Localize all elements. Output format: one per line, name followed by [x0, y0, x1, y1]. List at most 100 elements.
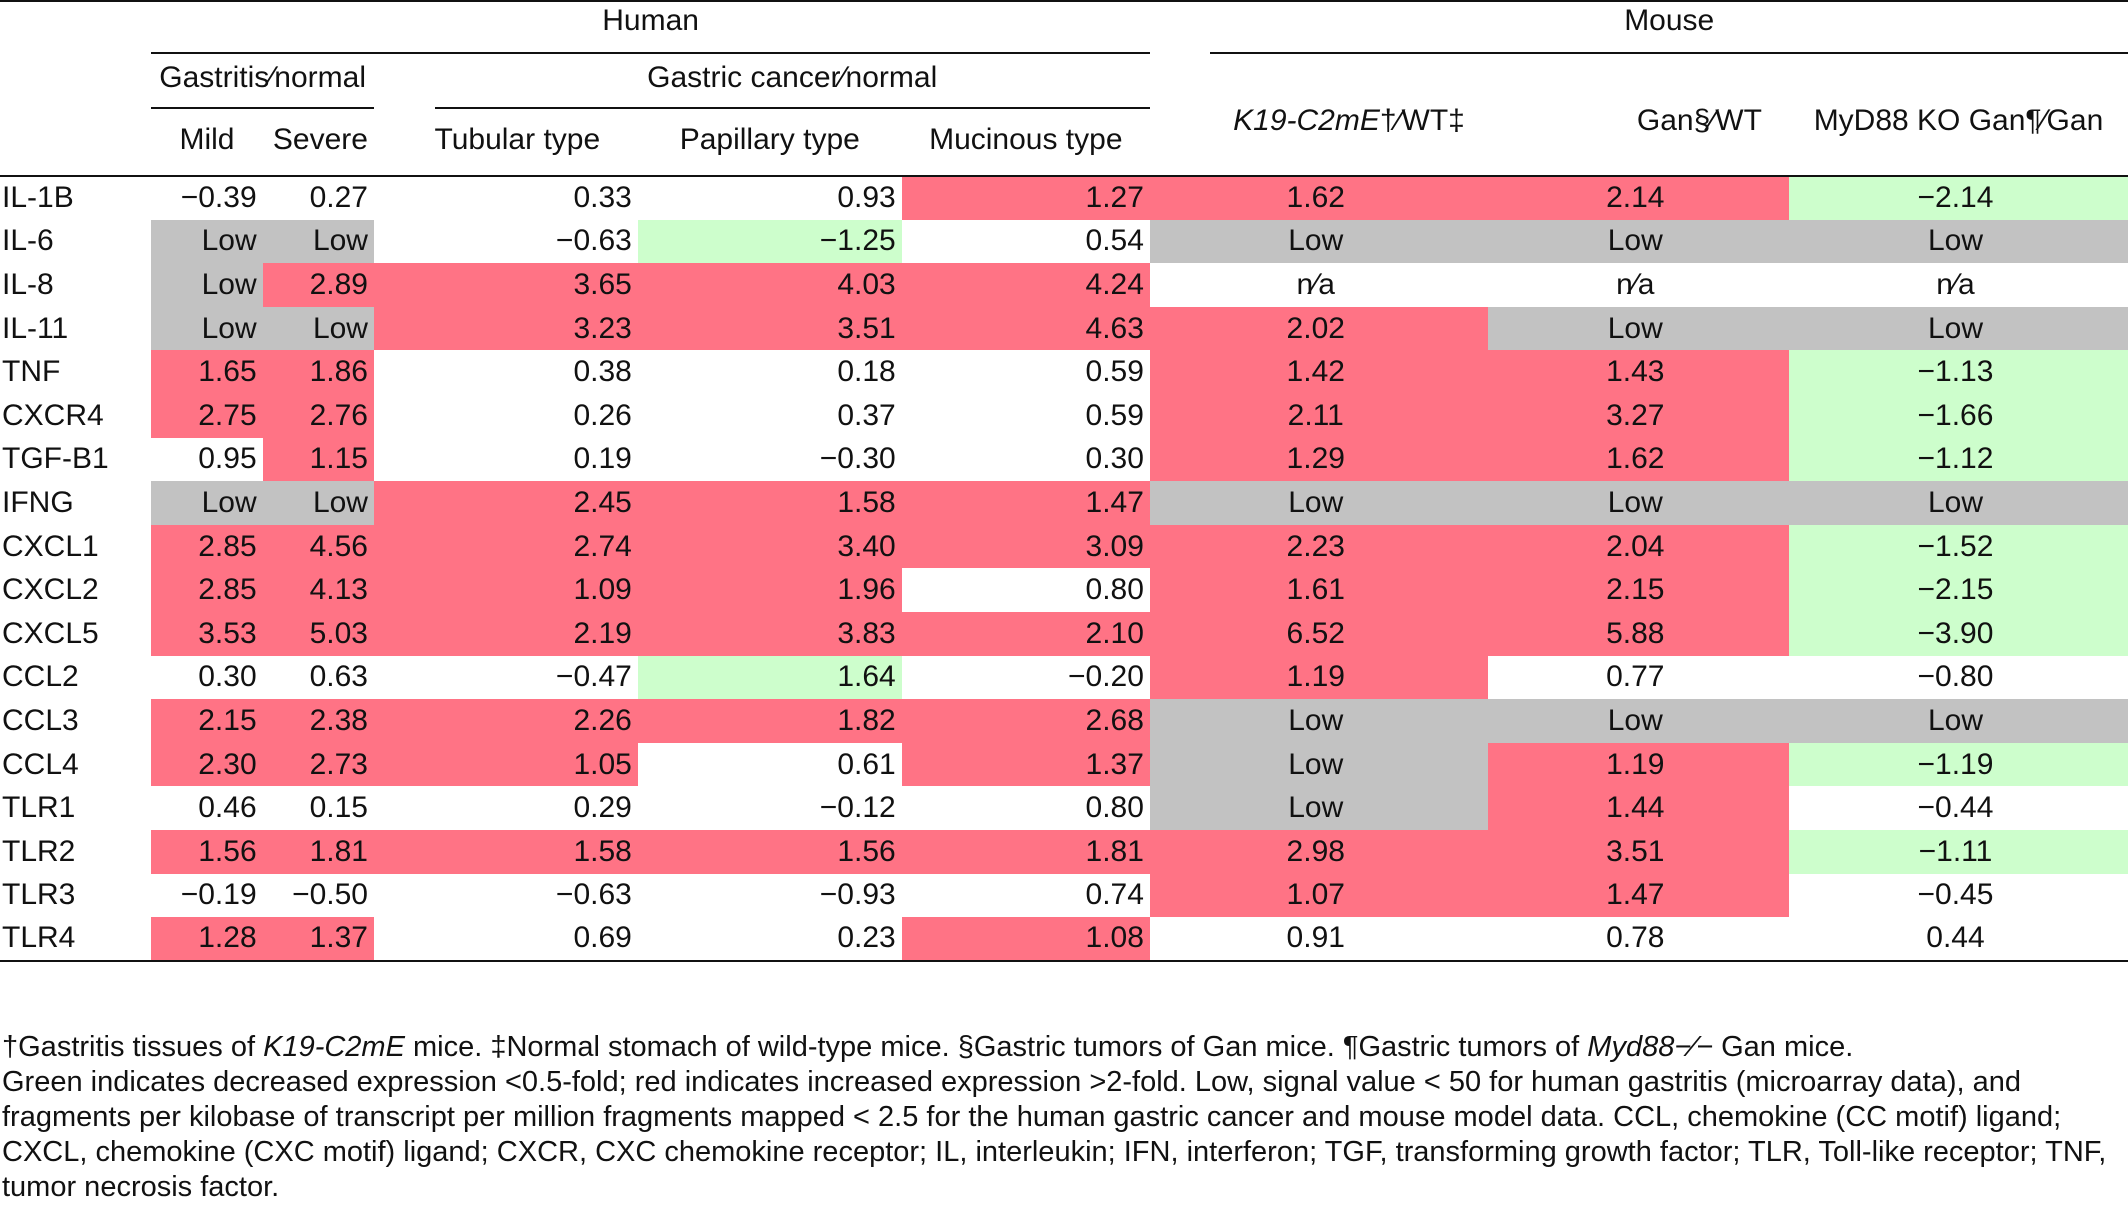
table-row: CXCL2 2.85 4.13 1.09 1.96 0.80 1.61 2.15 −2.15 [0, 568, 2128, 612]
value-cell: −1.11 [1788, 829, 2128, 874]
table-row: TLR4 1.28 1.37 0.69 0.23 1.08 0.91 0.78 0.44 [0, 917, 2128, 961]
severe-column-header: Severe [272, 123, 368, 156]
value-cell: 1.56 [637, 829, 902, 874]
value-cell: 0.27 [309, 181, 368, 215]
value-cell: 2.11 [1149, 393, 1488, 438]
value-cell: 0.63 [309, 660, 368, 694]
value-cell: Low [1487, 219, 1789, 264]
value-cell: 2.89 [262, 263, 374, 307]
value-cell: 0.61 [837, 747, 896, 781]
value-cell: 4.63 [901, 306, 1150, 351]
value-cell: −2.14 [1788, 176, 2128, 220]
mucinous-column-header: Mucinous type [929, 123, 1123, 156]
value-cell: 2.45 [373, 481, 638, 525]
value-cell: 2.15 [151, 699, 263, 743]
value-cell: Low [151, 263, 263, 307]
value-cell: Low [1149, 742, 1488, 787]
value-cell: 1.19 [1149, 655, 1488, 700]
value-cell: −0.93 [819, 878, 896, 912]
value-cell: −1.25 [637, 219, 902, 264]
value-cell: 0.30 [1085, 442, 1144, 476]
table-row: TLR2 1.56 1.81 1.58 1.56 1.81 2.98 3.51 −1.11 [0, 829, 2128, 874]
value-cell: 1.58 [373, 829, 638, 874]
value-cell: 2.38 [262, 699, 374, 743]
gene-name: TLR1 [2, 791, 76, 825]
value-cell: 5.88 [1487, 611, 1789, 656]
value-cell: 4.24 [901, 263, 1150, 307]
value-cell: 1.82 [637, 699, 902, 743]
value-cell: 1.47 [1487, 873, 1789, 918]
value-cell: 3.65 [373, 263, 638, 307]
value-cell: 0.37 [837, 398, 896, 432]
value-cell: Low [1487, 306, 1789, 351]
value-cell: 1.47 [901, 481, 1150, 525]
value-cell: 0.33 [573, 181, 632, 215]
table-row: CXCL5 3.53 5.03 2.19 3.83 2.10 6.52 5.88 −3.90 [0, 611, 2128, 656]
value-cell: 1.43 [1487, 350, 1789, 394]
value-cell: −0.19 [180, 878, 257, 912]
value-cell: −1.66 [1788, 393, 2128, 438]
value-cell: 2.04 [1487, 524, 1789, 569]
value-cell: 1.27 [901, 176, 1150, 220]
value-cell: 0.15 [309, 791, 368, 825]
value-cell: Low [1788, 481, 2128, 525]
value-cell: −0.63 [555, 224, 632, 258]
gene-name: CXCL1 [2, 529, 99, 563]
value-cell: Low [1788, 306, 2128, 351]
value-cell: 1.64 [637, 655, 902, 700]
value-cell: −0.20 [1067, 660, 1144, 694]
value-cell: −0.50 [292, 878, 368, 912]
value-cell: 0.93 [837, 181, 896, 215]
human-header: Human [151, 0, 1150, 56]
value-cell: −2.15 [1788, 568, 2128, 612]
papillary-column-header: Papillary type [679, 123, 860, 156]
gene-name: TNF [2, 355, 61, 389]
value-cell: 1.86 [262, 350, 374, 394]
cancer-group-header: Gastric cancer∕normal [434, 56, 1150, 114]
value-cell: Low [1487, 699, 1789, 743]
value-cell: 0.30 [198, 660, 257, 694]
value-cell: 0.69 [573, 921, 632, 955]
value-cell: 1.61 [1149, 568, 1488, 612]
value-cell: −0.47 [555, 660, 632, 694]
value-cell: −1.13 [1788, 350, 2128, 394]
value-cell: Low [1149, 481, 1488, 525]
footnote-symbols: †Gastritis tissues of K19-C2mE mice. ‡No… [2, 1031, 1854, 1063]
value-cell: n∕a [1936, 267, 1975, 301]
value-cell: 1.28 [151, 917, 263, 961]
gan-column-header: Gan§∕WT [1636, 104, 1762, 137]
value-cell: −0.45 [1917, 878, 1994, 912]
value-cell: Low [1788, 219, 2128, 264]
value-cell: 0.80 [1085, 791, 1144, 825]
value-cell: 1.65 [151, 350, 263, 394]
value-cell: Low [151, 219, 263, 264]
value-cell: 0.18 [837, 355, 896, 389]
value-cell: 0.80 [1085, 573, 1144, 607]
value-cell: 1.15 [262, 437, 374, 482]
value-cell: 2.73 [262, 742, 374, 787]
gene-name: CCL3 [2, 703, 79, 737]
value-cell: −1.52 [1788, 524, 2128, 569]
table-row: TGF-B1 0.95 1.15 0.19 −0.30 0.30 1.29 1.62 −1.12 [0, 437, 2128, 482]
value-cell: 2.85 [151, 568, 263, 612]
value-cell: 3.23 [373, 306, 638, 351]
value-cell: 0.44 [1926, 921, 1985, 955]
value-cell: Low [1149, 219, 1488, 264]
table-row: CXCL1 2.85 4.56 2.74 3.40 3.09 2.23 2.04 −1.52 [0, 524, 2128, 569]
value-cell: 1.37 [901, 742, 1150, 787]
value-cell: 1.58 [637, 481, 902, 525]
gene-name: TLR4 [2, 921, 76, 955]
value-cell: −0.12 [819, 791, 896, 825]
value-cell: 3.53 [151, 611, 263, 656]
value-cell: Low [262, 219, 374, 264]
value-cell: 3.83 [637, 611, 902, 656]
gene-name: CXCL5 [2, 616, 99, 650]
value-cell: Low [1788, 699, 2128, 743]
gene-name: IL-8 [2, 267, 54, 301]
value-cell: 1.07 [1149, 873, 1488, 918]
gene-name: CCL4 [2, 747, 79, 781]
gene-name: TGF-B1 [2, 442, 109, 476]
value-cell: 0.95 [198, 442, 257, 476]
gastritis-group-header: Gastritis∕normal [151, 56, 374, 114]
value-cell: Low [151, 481, 263, 525]
